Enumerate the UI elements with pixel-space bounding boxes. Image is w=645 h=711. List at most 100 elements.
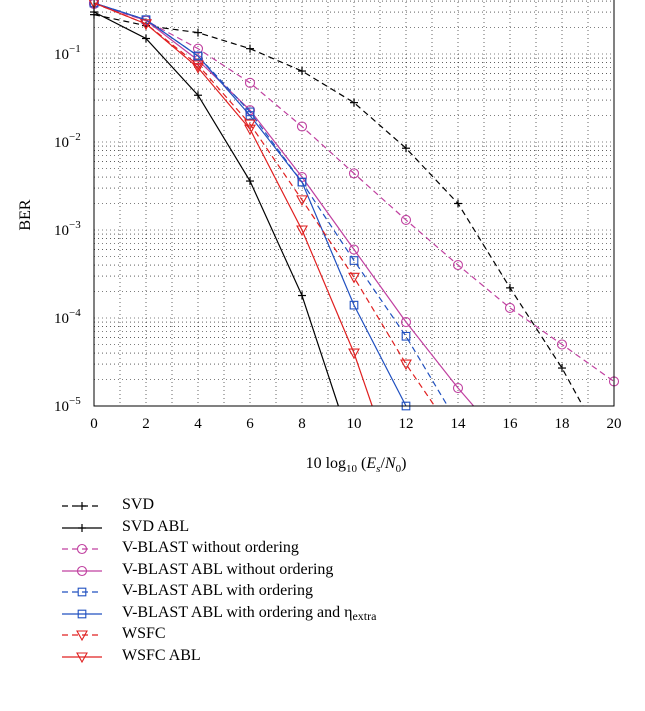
series-markers-1 xyxy=(90,10,566,373)
y-tick-label: 10−5 xyxy=(54,395,81,415)
legend-swatch xyxy=(62,651,102,663)
triangle-marker xyxy=(76,630,88,642)
series-line-3 xyxy=(93,3,615,382)
square-marker xyxy=(77,587,87,597)
triangle-marker xyxy=(88,0,100,10)
ber-chart: 0 2 4 6 8 10 12 14 16 18 20 10−1 10−2 10−3 10−4 10−5 1… xyxy=(17,0,622,475)
legend: SVD SVD ABL V-BLAST without ordering V-BLAS… xyxy=(60,495,620,667)
plus-marker xyxy=(402,144,410,153)
x-tick-label: 16 xyxy=(503,416,519,432)
circle-marker xyxy=(296,121,308,132)
square-marker xyxy=(349,256,359,265)
x-axis-label: 10 log10 (Es/N0) xyxy=(306,455,407,475)
x-tick-label: 0 xyxy=(90,416,98,432)
series-line-4 xyxy=(93,2,475,407)
plus-marker xyxy=(78,502,86,510)
triangle-marker xyxy=(348,348,360,360)
y-tick-label: 10−1 xyxy=(54,43,81,63)
x-tick-label: 10 xyxy=(347,416,362,432)
x-tick-label: 4 xyxy=(194,416,202,432)
circle-marker xyxy=(76,543,88,555)
circle-marker xyxy=(400,316,412,328)
x-tick-label: 6 xyxy=(246,416,254,432)
plus-marker xyxy=(350,98,358,107)
series-line-7 xyxy=(93,2,436,407)
plus-marker xyxy=(194,91,202,100)
circle-marker xyxy=(348,244,360,255)
circle-marker xyxy=(504,302,516,314)
plus-marker xyxy=(78,523,86,532)
x-tick-labels: 0 2 4 6 8 10 12 14 16 18 20 xyxy=(90,416,621,432)
legend-swatch xyxy=(62,630,102,642)
legend-swatch xyxy=(62,609,102,618)
triangle-marker xyxy=(296,225,308,237)
plus-marker xyxy=(142,34,150,43)
legend-item: SVD xyxy=(60,495,620,517)
legend-label: WSFC ABL xyxy=(122,646,201,664)
plus-marker xyxy=(194,28,202,37)
triangle-marker xyxy=(244,124,256,136)
series-markers-8 xyxy=(88,0,360,360)
circle-marker xyxy=(348,168,360,179)
square-marker xyxy=(193,51,203,61)
legend-item: SVD ABL xyxy=(60,517,620,539)
series-line-1 xyxy=(93,14,584,407)
triangle-marker xyxy=(76,651,88,663)
legend-item: V-BLAST ABL with ordering and ηextra xyxy=(60,603,620,625)
plus-marker xyxy=(246,44,254,53)
x-tick-label: 2 xyxy=(142,416,150,432)
y-tick-label: 10−2 xyxy=(54,131,81,151)
square-marker xyxy=(77,609,87,618)
x-tick-label: 14 xyxy=(451,416,467,432)
legend-swatch xyxy=(62,502,102,510)
legend-label: WSFC xyxy=(122,625,166,642)
series-line-8 xyxy=(93,2,373,407)
plus-marker xyxy=(298,291,306,300)
y-tick-labels: 10−1 10−2 10−3 10−4 10−5 xyxy=(54,43,81,415)
plus-marker xyxy=(506,283,514,292)
circle-marker xyxy=(192,43,204,54)
circle-marker xyxy=(556,339,568,350)
legend-label: SVD ABL xyxy=(122,517,190,535)
legend-swatch xyxy=(62,587,102,597)
plot-series xyxy=(88,0,620,411)
plot-frame xyxy=(93,0,615,407)
legend-swatch xyxy=(62,543,102,555)
square-marker xyxy=(349,300,359,310)
circle-marker xyxy=(400,214,412,226)
legend-label: V-BLAST ABL without ordering xyxy=(122,560,334,578)
y-tick-label: 10−3 xyxy=(54,219,81,239)
circle-marker xyxy=(452,382,464,394)
plus-marker xyxy=(298,67,306,76)
legend-item: WSFC ABL xyxy=(60,646,620,668)
plus-marker xyxy=(246,177,254,186)
x-tick-label: 8 xyxy=(298,416,306,432)
legend-item: V-BLAST ABL with ordering xyxy=(60,581,620,603)
legend-swatch xyxy=(62,565,102,576)
legend-item: V-BLAST without ordering xyxy=(60,538,620,560)
x-tick-label: 20 xyxy=(607,416,622,432)
legend-label: V-BLAST ABL with ordering and ηextra xyxy=(122,603,377,623)
triangle-marker xyxy=(244,119,256,131)
triangle-marker xyxy=(348,272,360,284)
plus-marker xyxy=(454,199,462,208)
plot-grid xyxy=(94,0,614,406)
legend-swatch xyxy=(62,523,102,532)
legend-item: WSFC xyxy=(60,624,620,646)
series-markers-6 xyxy=(89,0,411,411)
legend-label: V-BLAST without ordering xyxy=(122,539,299,556)
circle-marker xyxy=(76,565,88,576)
triangle-marker xyxy=(192,63,204,74)
triangle-marker xyxy=(400,359,412,371)
plus-marker xyxy=(558,364,566,373)
x-tick-label: 18 xyxy=(555,416,570,432)
circle-marker xyxy=(452,259,464,271)
series-line-6 xyxy=(93,2,407,407)
series-line-2 xyxy=(93,11,339,407)
square-marker xyxy=(401,331,411,341)
triangle-marker xyxy=(296,195,308,206)
legend-item: V-BLAST ABL without ordering xyxy=(60,560,620,582)
legend-label: V-BLAST ABL with ordering xyxy=(122,582,313,599)
square-marker xyxy=(245,111,255,120)
y-axis-label: BER xyxy=(17,199,34,230)
